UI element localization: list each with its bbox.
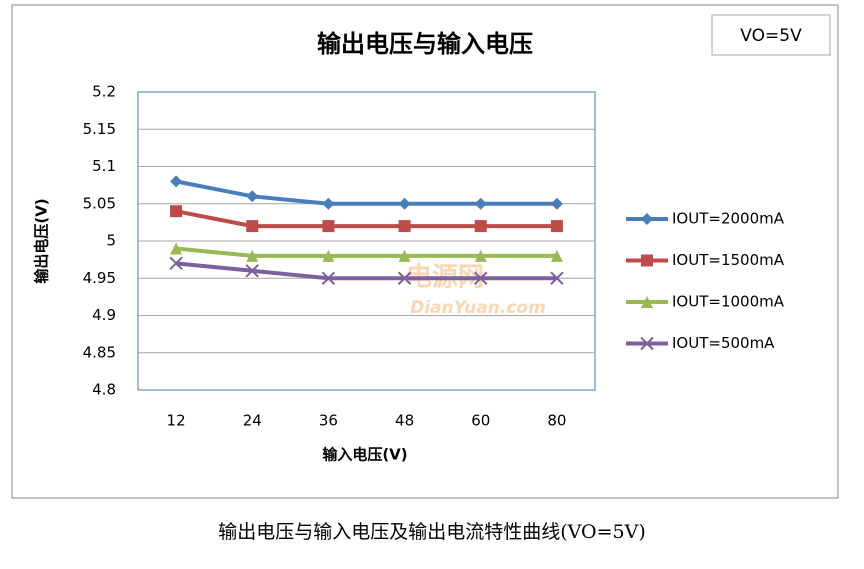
marker [398, 220, 411, 233]
watermark: DianYuan.com [410, 298, 546, 318]
marker [170, 175, 183, 188]
legend-label: IOUT=500mA [672, 334, 775, 352]
marker [398, 249, 411, 262]
y-tick-label: 4.9 [92, 306, 116, 324]
chart-frame [11, 4, 839, 499]
marker [641, 296, 653, 308]
marker [169, 256, 183, 271]
series-line [175, 261, 557, 281]
marker [550, 197, 563, 210]
marker [474, 220, 487, 233]
x-tick-label: 60 [471, 412, 490, 430]
marker [321, 271, 336, 285]
marker [398, 197, 411, 210]
series-line [175, 209, 557, 229]
marker [641, 254, 653, 267]
y-axis-label: 输出电压(V) [33, 198, 51, 283]
plot-frame [137, 91, 596, 391]
x-tick-label: 24 [243, 412, 262, 430]
marker [246, 249, 259, 262]
marker [550, 249, 563, 262]
x-tick-label: 48 [395, 412, 414, 430]
marker [474, 197, 487, 210]
y-tick-label: 5.15 [83, 120, 116, 138]
x-tick-label: 80 [547, 412, 566, 430]
marker [170, 205, 183, 218]
marker [641, 213, 653, 225]
caption: 输出电压与输入电压及输出电流特性曲线(VO=5V) [218, 521, 646, 543]
y-tick-label: 4.85 [83, 343, 116, 361]
marker [474, 271, 488, 285]
x-tick-label: 36 [319, 412, 338, 430]
marker [246, 190, 259, 203]
legend-label: IOUT=1000mA [672, 293, 785, 311]
marker [245, 264, 259, 278]
marker [550, 271, 564, 285]
y-tick-label: 5 [106, 232, 116, 250]
marker [246, 220, 259, 233]
marker [397, 271, 412, 285]
marker [640, 336, 654, 351]
marker [550, 220, 563, 233]
x-axis-label: 输入电压(V) [322, 446, 407, 464]
marker [170, 242, 183, 255]
marker [322, 249, 335, 262]
y-tick-label: 4.8 [92, 381, 116, 399]
marker [474, 249, 487, 262]
y-tick-label: 4.95 [83, 269, 116, 287]
y-tick-label: 5.1 [92, 157, 116, 175]
note: VO=5V [740, 26, 802, 46]
y-tick-label: 5.2 [92, 83, 116, 101]
series-line [175, 179, 557, 206]
y-tick-label: 5.05 [83, 194, 116, 212]
marker [322, 220, 335, 233]
x-tick-label: 12 [167, 412, 186, 430]
note-box [711, 14, 831, 56]
chart-title: 输出电压与输入电压 [317, 30, 533, 58]
series-line [175, 246, 557, 258]
legend-label: IOUT=2000mA [672, 210, 785, 228]
marker [322, 197, 335, 210]
legend-label: IOUT=1500mA [672, 251, 785, 269]
